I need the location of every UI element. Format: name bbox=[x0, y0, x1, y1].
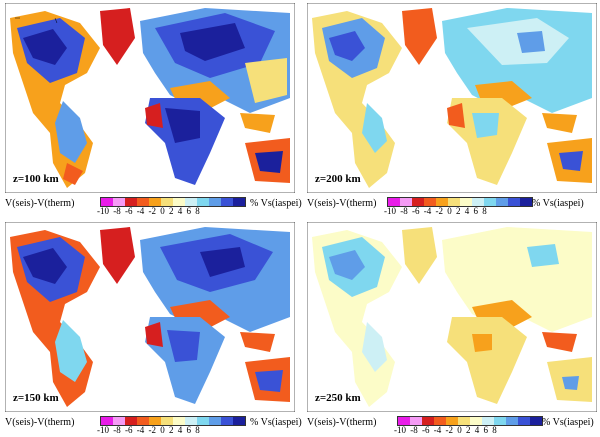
colorbar-swatch bbox=[185, 417, 197, 425]
colorbar bbox=[100, 197, 246, 207]
colorbar-swatch bbox=[125, 198, 137, 206]
colorbar-swatch bbox=[530, 417, 542, 425]
colorbar-swatch bbox=[472, 198, 484, 206]
colorbar-swatch bbox=[458, 417, 470, 425]
legend-right-label: % Vs(iaspei) bbox=[250, 198, 302, 209]
colorbar-swatch bbox=[470, 417, 482, 425]
colorbar-swatch bbox=[508, 198, 520, 206]
colorbar-swatch bbox=[400, 198, 412, 206]
colorbar-ticks: -10 -8 -6 -4 -2 0 2 4 6 8 bbox=[394, 425, 497, 435]
colorbar-swatch bbox=[209, 198, 221, 206]
colorbar-ticks: -10 -8 -6 -4 -2 0 2 4 6 8 bbox=[97, 425, 200, 435]
colorbar-swatch bbox=[460, 198, 472, 206]
colorbar-swatch bbox=[149, 417, 161, 425]
color-legend: V(seis)-V(therm) -10 -8 -6 -4 -2 0 2 4 6… bbox=[307, 195, 597, 217]
colorbar-swatch bbox=[113, 417, 125, 425]
colorbar-swatch bbox=[412, 198, 424, 206]
map-panel-z100: z=100 km V(seis)-V(therm) -10 -8 -6 -4 -… bbox=[5, 3, 302, 217]
color-legend: V(seis)-V(therm) -10 -8 -6 -4 -2 0 2 4 6… bbox=[307, 414, 597, 436]
colorbar-swatch bbox=[161, 417, 173, 425]
colorbar-swatch bbox=[113, 198, 125, 206]
colorbar-swatch bbox=[137, 417, 149, 425]
velocity-anomaly-map bbox=[5, 222, 295, 412]
colorbar-swatch bbox=[185, 198, 197, 206]
depth-label: z=200 km bbox=[315, 173, 361, 185]
colorbar-swatch bbox=[101, 198, 113, 206]
colorbar-swatch bbox=[125, 417, 137, 425]
colorbar-swatch bbox=[197, 198, 209, 206]
legend-left-label: V(seis)-V(therm) bbox=[307, 417, 377, 428]
colorbar-swatch bbox=[520, 198, 532, 206]
colorbar-swatch bbox=[149, 198, 161, 206]
colorbar-swatch bbox=[221, 198, 233, 206]
legend-left-label: V(seis)-V(therm) bbox=[5, 417, 75, 428]
colorbar bbox=[397, 416, 543, 426]
color-legend: V(seis)-V(therm) -10 -8 -6 -4 -2 0 2 4 6… bbox=[5, 195, 302, 217]
colorbar-swatch bbox=[209, 417, 221, 425]
depth-label: z=100 km bbox=[13, 173, 59, 185]
velocity-anomaly-map bbox=[5, 3, 295, 193]
map-panel-z250: z=250 km V(seis)-V(therm) -10 -8 -6 -4 -… bbox=[307, 222, 597, 435]
colorbar-swatch bbox=[101, 417, 113, 425]
colorbar-swatch bbox=[422, 417, 434, 425]
colorbar-swatch bbox=[197, 417, 209, 425]
colorbar-swatch bbox=[448, 198, 460, 206]
colorbar-ticks: -10 -8 -6 -4 -2 0 2 4 6 8 bbox=[384, 206, 487, 216]
colorbar-swatch bbox=[484, 198, 496, 206]
legend-right-label: % Vs(iaspei) bbox=[542, 417, 594, 428]
colorbar-swatch bbox=[398, 417, 410, 425]
velocity-anomaly-map bbox=[307, 3, 597, 193]
colorbar-swatch bbox=[434, 417, 446, 425]
legend-left-label: V(seis)-V(therm) bbox=[5, 198, 75, 209]
map-panel-z200: z=200 km V(seis)-V(therm) -10 -8 -6 -4 -… bbox=[307, 3, 597, 216]
depth-label: z=250 km bbox=[315, 392, 361, 404]
legend-right-label: % Vs(iaspei) bbox=[250, 417, 302, 428]
colorbar-swatch bbox=[506, 417, 518, 425]
colorbar-swatch bbox=[173, 417, 185, 425]
velocity-anomaly-map bbox=[307, 222, 597, 412]
colorbar-swatch bbox=[496, 198, 508, 206]
colorbar bbox=[100, 416, 246, 426]
color-legend: V(seis)-V(therm) -10 -8 -6 -4 -2 0 2 4 6… bbox=[5, 414, 302, 436]
depth-label: z=150 km bbox=[13, 392, 59, 404]
colorbar-swatch bbox=[518, 417, 530, 425]
colorbar-swatch bbox=[494, 417, 506, 425]
colorbar-swatch bbox=[173, 198, 185, 206]
colorbar-swatch bbox=[410, 417, 422, 425]
colorbar-swatch bbox=[233, 417, 245, 425]
map-panel-z150: z=150 km V(seis)-V(therm) -10 -8 -6 -4 -… bbox=[5, 222, 302, 436]
colorbar-swatch bbox=[137, 198, 149, 206]
colorbar-swatch bbox=[424, 198, 436, 206]
colorbar bbox=[387, 197, 533, 207]
colorbar-swatch bbox=[446, 417, 458, 425]
colorbar-swatch bbox=[161, 198, 173, 206]
colorbar-swatch bbox=[221, 417, 233, 425]
colorbar-swatch bbox=[436, 198, 448, 206]
legend-right-label: % Vs(iaspei) bbox=[532, 198, 584, 209]
legend-left-label: V(seis)-V(therm) bbox=[307, 198, 377, 209]
colorbar-swatch bbox=[388, 198, 400, 206]
colorbar-swatch bbox=[233, 198, 245, 206]
colorbar-ticks: -10 -8 -6 -4 -2 0 2 4 6 8 bbox=[97, 206, 200, 216]
colorbar-swatch bbox=[482, 417, 494, 425]
